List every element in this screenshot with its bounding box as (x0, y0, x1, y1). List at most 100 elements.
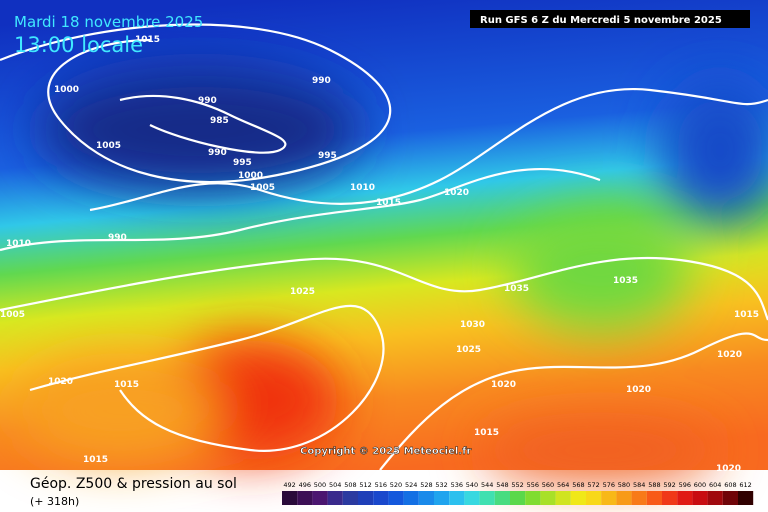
isobar-label: 1030 (460, 320, 485, 330)
copyright: Copyright © 2025 Meteociel.fr (300, 446, 471, 457)
legend-swatch (373, 491, 389, 505)
legend-swatch (297, 491, 313, 505)
legend-value: 592 (663, 481, 675, 489)
legend-value: 588 (648, 481, 660, 489)
legend-swatch (358, 491, 374, 505)
legend-value: 524 (405, 481, 417, 489)
isobar-label: 1035 (504, 284, 529, 294)
map-date: Mardi 18 novembre 2025 (14, 13, 203, 31)
isobar-label: 995 (318, 151, 337, 161)
legend-value: 580 (618, 481, 630, 489)
isobars (0, 23, 768, 471)
legend-swatch (540, 491, 556, 505)
legend-value: 568 (572, 481, 584, 489)
isobar-label: 1010 (350, 183, 375, 193)
legend-swatch (722, 491, 738, 505)
isobar-label: 990 (312, 76, 331, 86)
legend-value: 536 (451, 481, 463, 489)
isobar-label: 995 (233, 158, 252, 168)
legend-swatch (586, 491, 602, 505)
legend-swatch (449, 491, 465, 505)
legend-swatch (418, 491, 434, 505)
legend-swatch (646, 491, 662, 505)
isobar-label: 1010 (6, 239, 31, 249)
isobar-label: 1020 (716, 464, 741, 474)
legend-value: 512 (359, 481, 371, 489)
legend-value: 576 (603, 481, 615, 489)
isobar-label: 1005 (0, 310, 25, 320)
legend-value: 552 (511, 481, 523, 489)
legend-value: 604 (709, 481, 721, 489)
isobar-label: 985 (210, 116, 229, 126)
legend-value: 500 (314, 481, 326, 489)
isobar-labels: 1015 1000 1005 990 990 985 990 995 995 1000 1005 10… (0, 35, 759, 474)
isobar-label: 1020 (444, 188, 469, 198)
legend-swatch (525, 491, 541, 505)
isobar-label: 1035 (613, 276, 638, 286)
legend-value: 600 (694, 481, 706, 489)
legend-value: 532 (435, 481, 447, 489)
run-box (470, 10, 750, 28)
isobar-label: 1000 (238, 171, 263, 181)
legend-value: 528 (420, 481, 432, 489)
legend-swatch (692, 491, 708, 505)
legend-swatch (342, 491, 358, 505)
legend-value: 556 (527, 481, 539, 489)
legend-swatch (312, 491, 328, 505)
legend-value: 560 (542, 481, 554, 489)
legend-swatch (677, 491, 693, 505)
legend-value: 608 (724, 481, 736, 489)
isobar-label: 1015 (135, 35, 160, 45)
isobar-label: 1015 (376, 198, 401, 208)
isobar-label: 1020 (626, 385, 651, 395)
legend-value: 504 (329, 481, 341, 489)
legend-swatch (327, 491, 343, 505)
isobar-label: 1015 (83, 455, 108, 465)
isobar-label: 1005 (96, 141, 121, 151)
run-info: Run GFS 6 Z du Mercredi 5 novembre 2025 (480, 15, 722, 26)
legend-value: 548 (496, 481, 508, 489)
legend-swatch (570, 491, 586, 505)
isobar-label: 1020 (717, 350, 742, 360)
legend-swatch (434, 491, 450, 505)
legend-swatch (464, 491, 480, 505)
isobar-label: 1015 (114, 380, 139, 390)
legend-value: 492 (283, 481, 295, 489)
legend-value: 516 (375, 481, 387, 489)
legend-value: 544 (481, 481, 493, 489)
legend-swatch (403, 491, 419, 505)
isobar-label: 1000 (54, 85, 79, 95)
legend-swatch (616, 491, 632, 505)
legend-swatch (282, 491, 298, 505)
legend-value: 540 (466, 481, 478, 489)
legend-value: 496 (299, 481, 311, 489)
isobar-label: 1020 (491, 380, 516, 390)
legend-swatch (555, 491, 571, 505)
legend-value: 564 (557, 481, 569, 489)
isobar-label: 1025 (456, 345, 481, 355)
color-legend: 492 496 500 504 508 512 516 520 524 528 532 536 540 5… (282, 481, 754, 505)
legend-value: 508 (344, 481, 356, 489)
map-time: 13:00 locale (14, 33, 143, 57)
legend-swatch (388, 491, 404, 505)
isobar-label: 1005 (250, 183, 275, 193)
isobar-label: 1015 (474, 428, 499, 438)
legend-swatch (479, 491, 495, 505)
isobar-label: 1020 (48, 377, 73, 387)
footer-title: Géop. Z500 & pression au sol (30, 476, 237, 492)
legend-swatch (707, 491, 723, 505)
legend-swatch (494, 491, 510, 505)
legend-swatch (738, 491, 754, 505)
legend-value: 596 (679, 481, 691, 489)
legend-value: 572 (587, 481, 599, 489)
legend-swatch (510, 491, 526, 505)
isobar-label: 990 (198, 96, 217, 106)
isobar-label: 1025 (290, 287, 315, 297)
legend-swatch (631, 491, 647, 505)
legend-swatch (662, 491, 678, 505)
legend-value: 584 (633, 481, 645, 489)
legend-value: 612 (739, 481, 751, 489)
map-background (0, 0, 768, 480)
legend-swatch (601, 491, 617, 505)
